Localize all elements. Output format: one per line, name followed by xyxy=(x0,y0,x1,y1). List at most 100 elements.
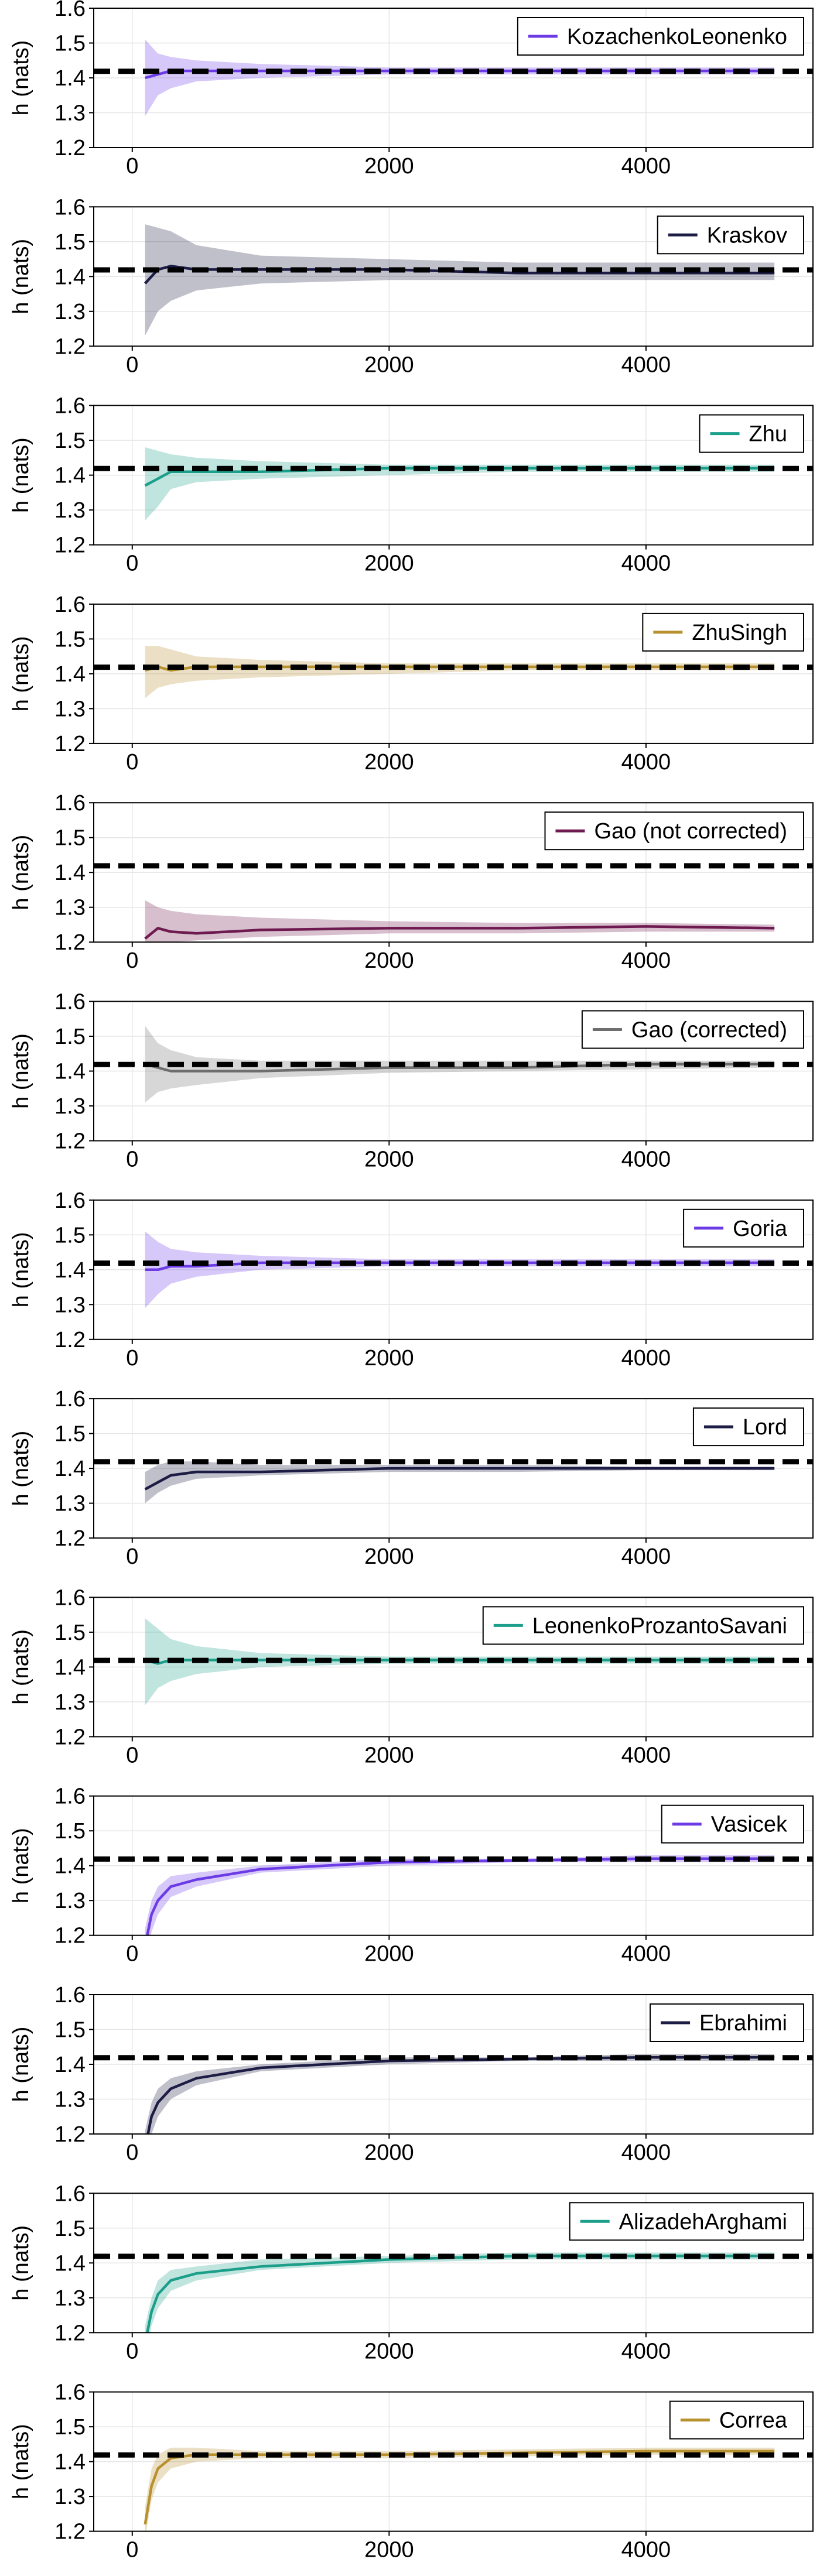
data-layer xyxy=(145,1855,775,1936)
legend-box xyxy=(482,1606,804,1645)
chart-panel: 1.2 1.3 1.4 1.5 1.6 0 2000 4000 h (nats) Ebrahimi xyxy=(9,1983,814,2165)
y-tick-label: 1.4 xyxy=(54,1457,86,1481)
data-layer xyxy=(144,224,775,336)
x-tick-label: 2000 xyxy=(364,2339,414,2363)
y-tick-label: 1.2 xyxy=(54,136,86,160)
y-tick-label: 1.2 xyxy=(54,930,86,955)
y-axis-label: h (nats) xyxy=(9,1232,33,1307)
x-tick-label: 0 xyxy=(126,352,138,377)
legend-box xyxy=(544,811,804,851)
legend-label: LeonenkoProzantoSavani xyxy=(532,1614,787,1638)
legend-label: Vasicek xyxy=(711,1813,788,1837)
y-tick-label: 1.3 xyxy=(54,1492,86,1516)
y-tick-label: 1.4 xyxy=(54,66,86,91)
x-tick-label: 4000 xyxy=(621,948,671,973)
chart-panel: 1.2 1.3 1.4 1.5 1.6 0 2000 4000 h (nats) Vasicek xyxy=(9,1784,814,1967)
x-tick-label: 2000 xyxy=(364,551,414,576)
legend-label: Gao (corrected) xyxy=(631,1018,787,1043)
y-axis-label: h (nats) xyxy=(9,2225,33,2301)
legend-label: Correa xyxy=(719,2409,788,2433)
confidence-band xyxy=(145,1618,775,1705)
y-tick-label: 1.2 xyxy=(54,732,86,756)
series-line xyxy=(144,925,775,940)
confidence-band xyxy=(145,646,775,698)
series-line xyxy=(144,1467,775,1491)
y-tick-label: 1.6 xyxy=(54,791,86,816)
y-tick-label: 1.3 xyxy=(54,2286,86,2311)
y-tick-label: 1.3 xyxy=(54,1293,86,1317)
y-tick-label: 1.4 xyxy=(54,2450,86,2475)
x-tick-label: 2000 xyxy=(364,2538,414,2563)
legend-label: Gao (not corrected) xyxy=(594,819,787,844)
y-tick-label: 1.4 xyxy=(54,265,86,289)
x-tick-label: 2000 xyxy=(364,750,414,775)
x-tick-label: 0 xyxy=(126,1147,138,1172)
y-tick-label: 1.2 xyxy=(54,1526,86,1551)
data-layer xyxy=(145,646,775,698)
y-tick-label: 1.2 xyxy=(54,1725,86,1749)
y-tick-label: 1.5 xyxy=(54,627,86,652)
confidence-band xyxy=(145,900,775,943)
y-tick-label: 1.6 xyxy=(54,1585,86,1610)
y-axis-label: h (nats) xyxy=(9,40,33,116)
x-tick-label: 4000 xyxy=(621,352,671,377)
chart-panel: 1.2 1.3 1.4 1.5 1.6 0 2000 4000 h (nats) Gao (not… xyxy=(9,791,814,973)
y-tick-label: 1.6 xyxy=(54,1784,86,1809)
y-tick-label: 1.2 xyxy=(54,2520,86,2544)
y-axis-label: h (nats) xyxy=(9,1629,33,1705)
x-tick-label: 4000 xyxy=(621,750,671,775)
y-axis-label: h (nats) xyxy=(9,1431,33,1506)
series-line xyxy=(145,665,775,672)
y-tick-label: 1.6 xyxy=(54,1983,86,2008)
y-tick-label: 1.5 xyxy=(54,2018,86,2043)
y-tick-label: 1.2 xyxy=(54,1924,86,1948)
y-tick-label: 1.6 xyxy=(54,2181,86,2206)
y-tick-label: 1.5 xyxy=(54,1223,86,1248)
data-layer xyxy=(145,2252,775,2333)
y-tick-label: 1.2 xyxy=(54,2122,86,2147)
series-line xyxy=(145,1063,775,1073)
legend-label: Zhu xyxy=(749,422,787,447)
x-tick-label: 2000 xyxy=(364,1147,414,1172)
legend-label: Kraskov xyxy=(707,223,787,248)
series-line xyxy=(145,69,775,80)
series-line xyxy=(145,1659,775,1665)
y-tick-label: 1.3 xyxy=(54,498,86,523)
chart-panel: 1.2 1.3 1.4 1.5 1.6 0 2000 4000 h (nats) Alizadeh… xyxy=(9,2181,814,2363)
y-tick-label: 1.5 xyxy=(54,2415,86,2440)
legend-label: ZhuSingh xyxy=(692,621,787,645)
y-tick-label: 1.6 xyxy=(54,0,86,21)
data-layer xyxy=(145,2054,775,2134)
x-tick-label: 4000 xyxy=(621,154,671,179)
x-tick-label: 0 xyxy=(126,1942,138,1967)
legend-label: AlizadehArghami xyxy=(619,2210,787,2234)
y-tick-label: 1.3 xyxy=(54,2088,86,2112)
x-tick-label: 0 xyxy=(126,1544,138,1569)
y-axis-label: h (nats) xyxy=(9,1828,33,1903)
x-tick-label: 2000 xyxy=(364,1942,414,1967)
series-line xyxy=(144,467,775,487)
y-tick-label: 1.2 xyxy=(54,334,86,359)
y-axis-label: h (nats) xyxy=(9,636,33,711)
data-layer xyxy=(144,1461,775,1503)
data-layer xyxy=(144,900,775,943)
y-axis-label: h (nats) xyxy=(9,835,33,910)
x-tick-label: 2000 xyxy=(364,1346,414,1371)
x-tick-label: 0 xyxy=(126,2339,138,2363)
y-tick-label: 1.4 xyxy=(54,662,86,687)
chart-panel: 1.2 1.3 1.4 1.5 1.6 0 2000 4000 h (nats) Lord xyxy=(9,1387,814,1569)
y-tick-label: 1.4 xyxy=(54,1258,86,1283)
y-axis-label: h (nats) xyxy=(9,437,33,513)
y-tick-label: 1.5 xyxy=(54,230,86,255)
x-tick-label: 4000 xyxy=(621,1942,671,1967)
y-tick-label: 1.5 xyxy=(54,1621,86,1645)
y-tick-label: 1.2 xyxy=(54,2321,86,2345)
chart-panel: 1.2 1.3 1.4 1.5 1.6 0 2000 4000 h (nats) Leonenko… xyxy=(9,1585,814,1767)
x-tick-label: 0 xyxy=(126,1346,138,1371)
x-tick-label: 4000 xyxy=(621,1346,671,1371)
x-tick-label: 2000 xyxy=(364,2140,414,2165)
confidence-band xyxy=(145,224,775,336)
data-layer xyxy=(145,1026,775,1102)
x-tick-label: 4000 xyxy=(621,2538,671,2563)
